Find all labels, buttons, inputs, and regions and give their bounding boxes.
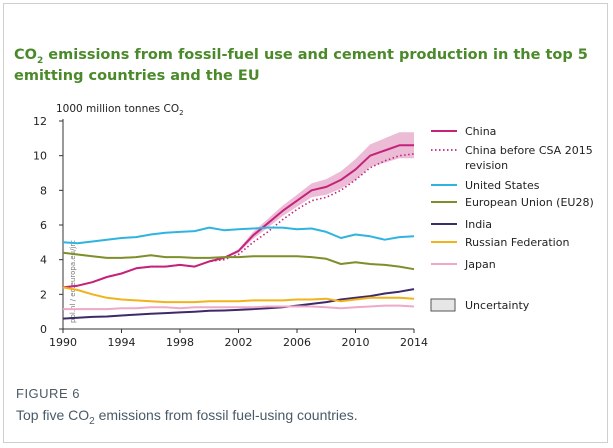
x-tick-label: 1990 xyxy=(49,336,77,349)
series-line xyxy=(62,288,415,320)
y-tick-label: 10 xyxy=(33,150,47,163)
uncertainty-band xyxy=(63,132,414,289)
watermark-text: pbl.nl / ec.europa.eu/jrc xyxy=(69,240,77,323)
series-line xyxy=(63,304,415,311)
legend-label: revision xyxy=(465,159,508,172)
series-line xyxy=(62,286,415,304)
x-tick-label: 2006 xyxy=(283,336,311,349)
y-tick-label: 12 xyxy=(33,115,47,128)
x-tick-label: 1998 xyxy=(166,336,194,349)
legend-label: Japan xyxy=(464,258,496,271)
series-line xyxy=(62,153,415,289)
x-tick-label: 1994 xyxy=(108,336,136,349)
figure-caption: Top five CO2 emissions from fossil fuel-… xyxy=(16,407,358,427)
y-tick-label: 2 xyxy=(40,288,47,301)
x-tick-label: 2010 xyxy=(342,336,370,349)
y-tick-label: 4 xyxy=(40,254,47,267)
legend-label: China before CSA 2015 xyxy=(465,144,593,157)
y-axis-label: 1000 million tonnes CO2 xyxy=(56,103,184,117)
legend-label: India xyxy=(465,218,492,231)
figure-frame xyxy=(3,3,608,443)
y-tick-label: 6 xyxy=(40,219,47,232)
figure-label: FIGURE 6 xyxy=(16,386,80,401)
series-line xyxy=(62,226,415,245)
chart-title: CO2 emissions from fossil-fuel use and c… xyxy=(14,47,588,84)
x-tick-label: 2002 xyxy=(225,336,253,349)
x-tick-label: 2014 xyxy=(400,336,428,349)
legend-label: European Union (EU28) xyxy=(465,196,594,209)
legend-label: United States xyxy=(465,179,540,192)
legend-swatch-uncertainty xyxy=(430,298,456,312)
legend-label: China xyxy=(465,125,496,138)
y-tick-label: 0 xyxy=(40,323,47,336)
legend-label-uncertainty: Uncertainty xyxy=(465,299,530,312)
legend-label: Russian Federation xyxy=(465,236,569,249)
series-line xyxy=(62,251,415,271)
y-tick-label: 8 xyxy=(40,184,47,197)
